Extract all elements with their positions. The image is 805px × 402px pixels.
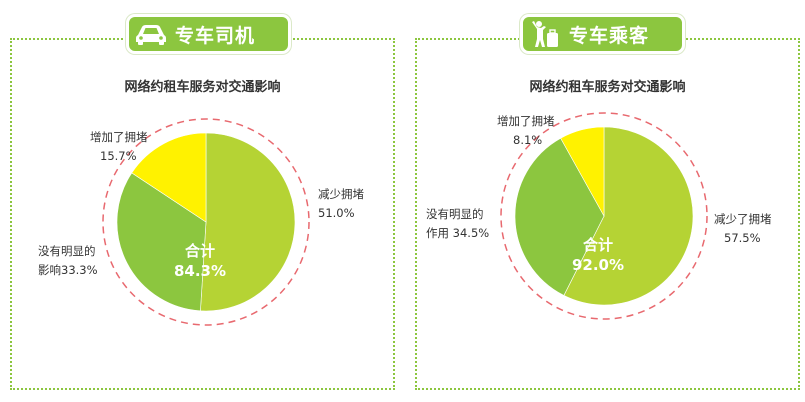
tab-driver-label: 专车司机: [175, 24, 256, 47]
dashed-ring: [500, 112, 708, 320]
pie-slice-no-effect: [514, 137, 605, 296]
slice-label-reduce: 减少拥堵 51.0%: [318, 187, 364, 220]
slice-label-increase: 增加了拥堵 8.1%: [497, 114, 555, 147]
pie-slice-increase: [560, 126, 605, 218]
slice-label-increase: 增加了拥堵 15.7%: [90, 130, 148, 163]
center-label: 合计: [184, 242, 215, 260]
tab-driver: 专车司机: [126, 14, 291, 54]
slice-label-reduce: 减少了拥堵 57.5%: [714, 212, 772, 245]
chart-title: 网络约租车服务对交通影响: [124, 80, 281, 95]
tab-passenger-label: 专车乘客: [569, 24, 650, 47]
chart-title: 网络约租车服务对交通影响: [529, 80, 686, 95]
slice-label-no-effect: 没有明显的 影响33.3%: [38, 244, 98, 277]
slice-label-no-effect: 没有明显的 作用 34.5%: [426, 207, 490, 240]
center-value: 92.0%: [572, 256, 624, 274]
center-label: 合计: [582, 236, 613, 254]
passenger-luggage-icon: [529, 20, 561, 48]
dashed-ring: [102, 118, 310, 326]
pie-slice-reduce: [563, 126, 694, 306]
tab-passenger: 专车乘客: [520, 14, 685, 54]
pie-slice-reduce: [200, 132, 296, 312]
center-value: 84.3%: [174, 262, 226, 280]
pie-slice-increase: [131, 132, 207, 223]
car-icon: [135, 20, 167, 48]
